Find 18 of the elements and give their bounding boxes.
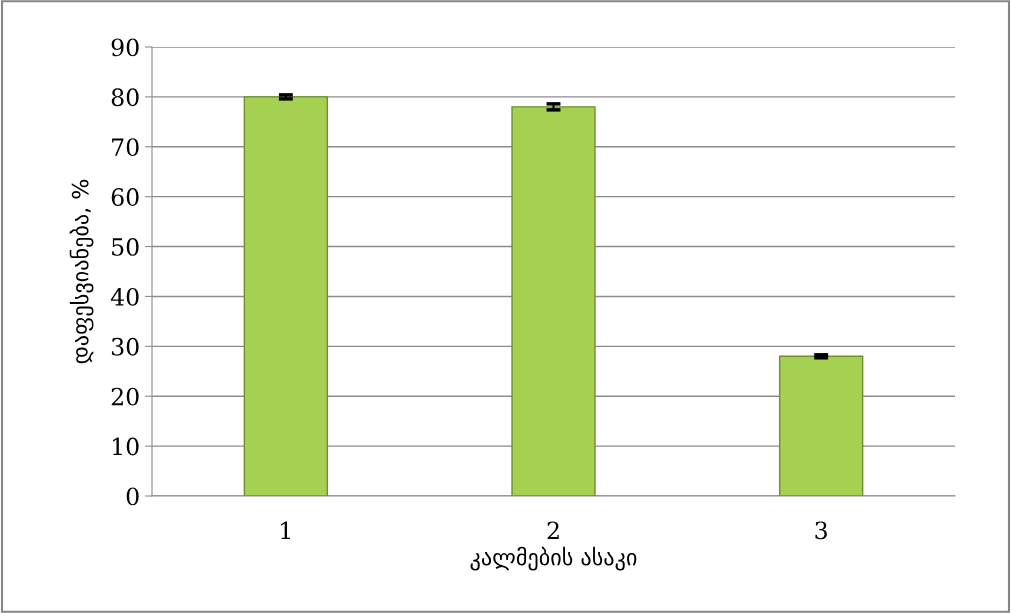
x-tick-label: 3 xyxy=(815,521,827,540)
y-tick-label: 40 xyxy=(110,287,139,306)
y-tick-label: 80 xyxy=(111,88,139,107)
y-tick-label: 0 xyxy=(126,487,139,506)
y-tick-label: 50 xyxy=(112,238,139,256)
y-tick-label: 30 xyxy=(111,337,139,356)
bar xyxy=(243,96,329,496)
bar xyxy=(778,355,864,496)
bar xyxy=(511,106,596,496)
y-axis-title: დაფესვიანება, % xyxy=(69,179,94,364)
y-tick-label: 90 xyxy=(111,38,139,57)
x-axis-title: კალმების ასაკი xyxy=(470,546,637,571)
y-tick-label: 10 xyxy=(113,437,139,456)
y-tick-label: 70 xyxy=(112,138,139,157)
y-tick-label: 60 xyxy=(111,188,139,206)
x-tick-label: 2 xyxy=(547,521,559,539)
y-tick-label: 20 xyxy=(111,387,139,406)
x-tick-label: 1 xyxy=(281,521,290,539)
